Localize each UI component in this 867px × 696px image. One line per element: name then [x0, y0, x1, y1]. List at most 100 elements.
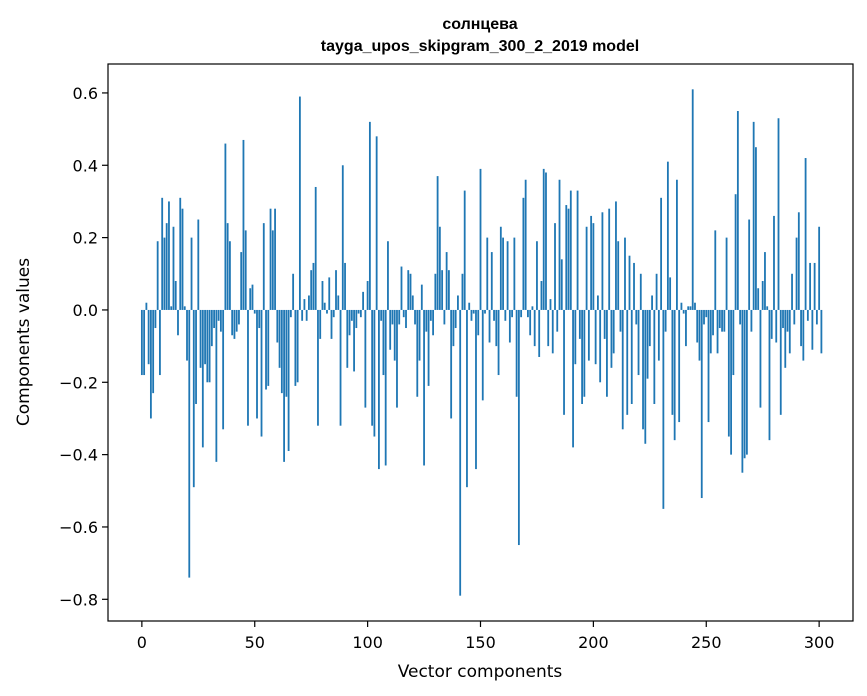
- bar-212: [619, 309, 622, 332]
- bar-3: [147, 309, 150, 365]
- bar-209: [612, 309, 615, 354]
- bar-206: [606, 309, 608, 397]
- bar-162: [506, 241, 509, 310]
- bar-6: [154, 309, 157, 329]
- bar-244: [691, 89, 694, 310]
- bar-221: [639, 273, 642, 310]
- bar-274: [759, 309, 762, 408]
- bar-46: [244, 230, 247, 310]
- bar-107: [382, 309, 385, 376]
- bar-155: [490, 252, 493, 310]
- bar-18: [181, 208, 184, 310]
- bar-148: [475, 309, 477, 470]
- bar-138: [452, 309, 455, 347]
- bar-113: [396, 309, 398, 408]
- bar-38: [226, 223, 229, 310]
- bar-264: [736, 111, 739, 310]
- bar-183: [554, 223, 556, 310]
- bar-103: [373, 309, 376, 437]
- bar-145: [468, 302, 471, 310]
- bar-286: [786, 309, 789, 332]
- bar-229: [657, 309, 660, 361]
- bar-194: [578, 309, 581, 339]
- bar-167: [517, 309, 520, 546]
- bar-52: [258, 309, 261, 329]
- bar-267: [743, 309, 746, 459]
- bar-240: [682, 309, 685, 314]
- bar-121: [414, 309, 416, 325]
- bar-301: [820, 309, 823, 354]
- bar-29: [206, 309, 209, 383]
- y-tick-label: 0.4: [73, 156, 98, 175]
- bar-219: [635, 309, 638, 325]
- bar-295: [806, 309, 809, 321]
- bar-24: [195, 309, 197, 404]
- bar-204: [601, 212, 604, 310]
- bar-14: [172, 226, 175, 310]
- bar-230: [660, 197, 663, 310]
- bar-83: [328, 277, 331, 310]
- bar-125: [423, 309, 425, 466]
- bar-224: [646, 309, 649, 379]
- y-tick-label: 0.0: [73, 301, 98, 320]
- bar-120: [411, 295, 414, 310]
- bar-172: [529, 309, 532, 336]
- bar-273: [757, 288, 760, 310]
- bar-11: [165, 223, 168, 310]
- bar-171: [527, 309, 529, 318]
- bar-258: [723, 309, 726, 332]
- bar-248: [700, 309, 703, 499]
- bar-257: [721, 309, 723, 332]
- bar-106: [380, 309, 383, 321]
- bar-127: [427, 309, 430, 386]
- bar-175: [536, 241, 538, 310]
- bar-117: [405, 309, 407, 329]
- y-tick-label: 0.2: [73, 229, 98, 248]
- bar-98: [362, 291, 365, 310]
- bar-185: [558, 179, 561, 310]
- bar-58: [271, 230, 274, 310]
- bar-133: [441, 270, 444, 310]
- chart-subtitle: tayga_upos_skipgram_300_2_2019 model: [321, 38, 639, 55]
- bar-279: [770, 309, 773, 339]
- bar-27: [201, 309, 204, 448]
- bar-111: [391, 309, 394, 325]
- bar-238: [678, 309, 681, 423]
- bar-250: [705, 309, 708, 318]
- bar-76: [312, 262, 315, 310]
- bar-67: [292, 273, 295, 310]
- bar-234: [669, 277, 672, 310]
- bar-116: [402, 309, 405, 318]
- bar-42: [235, 309, 238, 332]
- bar-115: [400, 266, 403, 310]
- bar-177: [540, 281, 543, 310]
- bar-25: [197, 219, 200, 310]
- bar-23: [192, 309, 195, 488]
- bar-114: [398, 309, 401, 325]
- x-tick-label: 0: [137, 633, 147, 652]
- bar-259: [725, 237, 728, 310]
- x-tick-label: 100: [352, 633, 383, 652]
- bar-214: [624, 237, 626, 310]
- bar-208: [610, 309, 613, 368]
- bar-130: [434, 273, 437, 310]
- bar-173: [531, 306, 534, 310]
- bar-299: [815, 309, 818, 325]
- bar-165: [513, 237, 516, 310]
- bar-136: [447, 270, 450, 310]
- bar-160: [502, 237, 504, 310]
- bar-193: [576, 190, 579, 310]
- bar-41: [233, 309, 236, 339]
- bar-180: [547, 309, 550, 347]
- bar-268: [745, 309, 748, 455]
- bar-102: [371, 309, 374, 426]
- bar-142: [461, 273, 464, 310]
- bar-97: [359, 309, 362, 318]
- bar-10: [163, 237, 166, 310]
- bar-291: [797, 212, 800, 310]
- bar-266: [741, 309, 744, 473]
- bar-2: [145, 302, 148, 310]
- bar-260: [727, 309, 730, 437]
- bar-227: [653, 309, 656, 404]
